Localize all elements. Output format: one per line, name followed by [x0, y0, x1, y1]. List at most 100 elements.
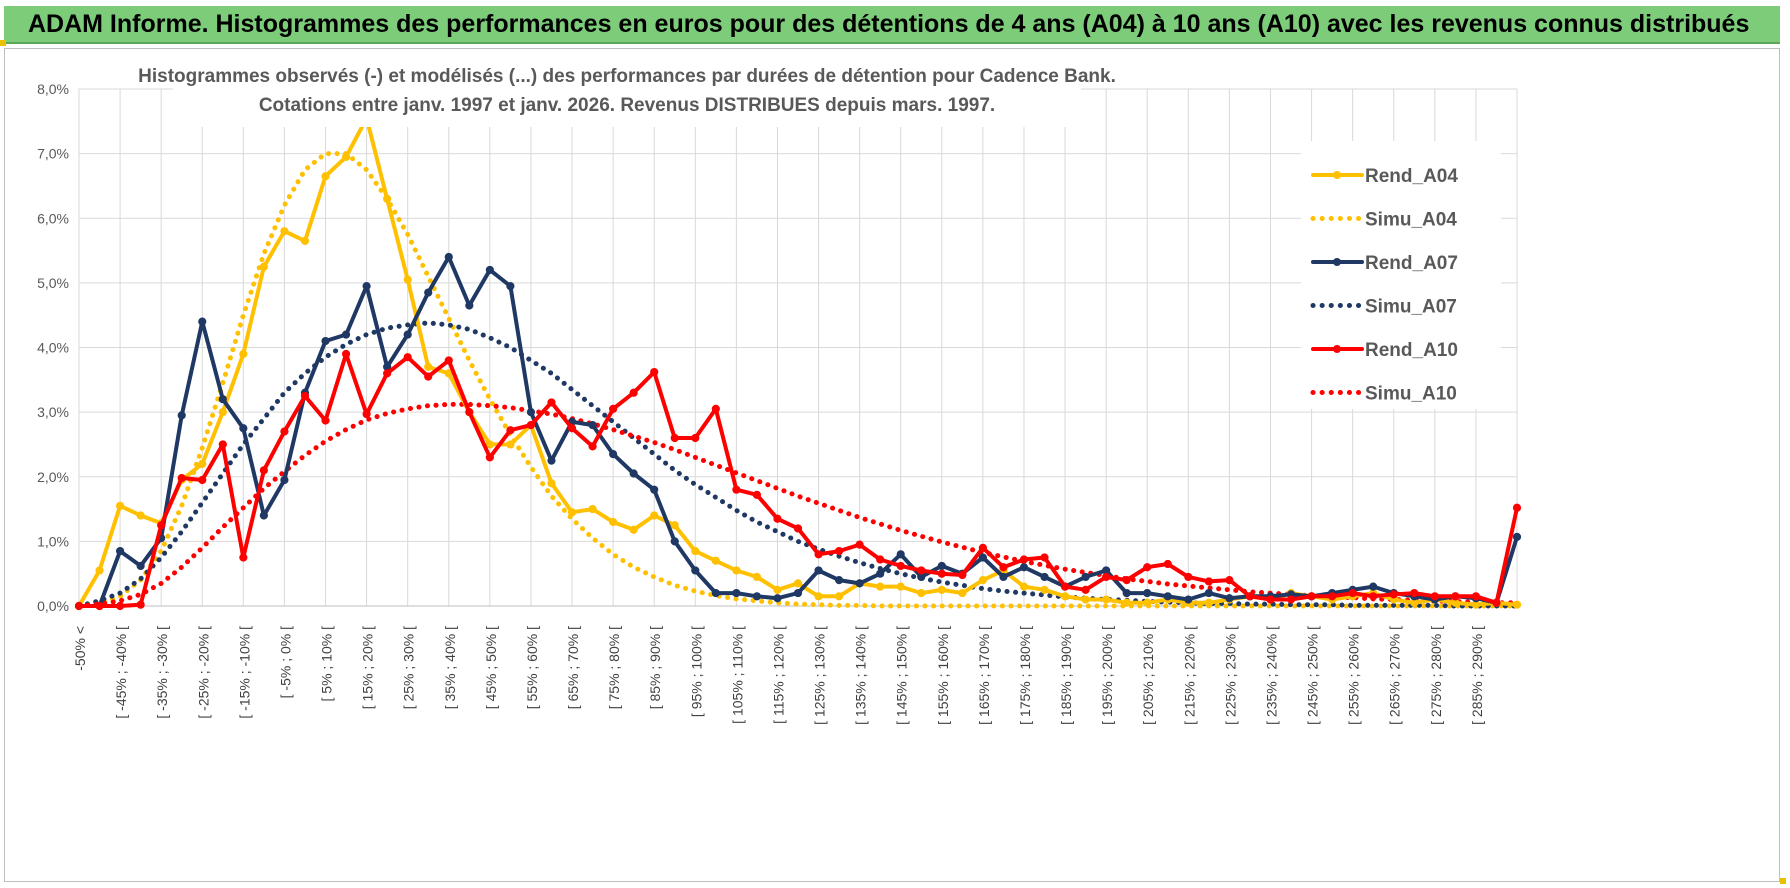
data-point-rend-a10 [1512, 503, 1522, 512]
data-point-rend-a07 [670, 537, 679, 546]
data-point-rend-a04 [629, 525, 638, 534]
data-point-rend-a10 [1019, 555, 1029, 564]
data-point-rend-a10 [1040, 553, 1049, 562]
data-point-rend-a10 [629, 388, 638, 397]
data-point-rend-a10 [588, 442, 597, 451]
x-tick-label: [ 235% ; 240% [ [1263, 626, 1279, 725]
data-point-rend-a10 [1102, 572, 1111, 582]
data-point-rend-a10 [896, 561, 905, 571]
data-point-rend-a10 [855, 540, 864, 549]
data-point-rend-a10 [1245, 592, 1255, 601]
data-point-rend-a04 [670, 521, 679, 530]
data-point-rend-a10 [1163, 559, 1172, 569]
data-point-rend-a07 [650, 485, 659, 494]
legend: Rend_A04 Simu_A04 Rend_A07 Simu_A07 Rend_A10… [1301, 141, 1501, 409]
data-point-rend-a07 [834, 576, 844, 585]
legend-marker [1333, 345, 1341, 353]
data-point-rend-a07 [629, 469, 638, 478]
data-point-rend-a10 [834, 546, 844, 556]
data-point-rend-a10 [999, 563, 1008, 572]
data-point-rend-a10 [218, 440, 227, 449]
data-point-rend-a04 [485, 440, 494, 449]
data-point-rend-a07 [855, 579, 864, 588]
data-point-rend-a10 [1266, 595, 1275, 604]
data-point-rend-a04 [650, 511, 659, 520]
data-point-rend-a07 [1040, 572, 1049, 582]
data-point-rend-a10 [239, 553, 248, 562]
corner-marker [0, 40, 6, 46]
data-point-rend-a07 [896, 550, 905, 559]
data-point-rend-a10 [793, 524, 803, 533]
data-point-rend-a10 [1286, 595, 1296, 604]
data-point-rend-a07 [341, 330, 351, 339]
data-point-rend-a07 [978, 553, 987, 562]
x-tick-label: [ 35% ; 40% [ [442, 626, 458, 709]
data-point-rend-a10 [711, 404, 720, 413]
data-point-rend-a04 [711, 556, 720, 565]
data-point-rend-a07 [506, 282, 515, 291]
legend-marker [1333, 258, 1341, 266]
data-point-rend-a10 [424, 372, 433, 381]
data-point-rend-a07 [136, 561, 145, 571]
x-tick-label: [ -15% ; -10% [ [236, 626, 252, 719]
data-point-rend-a04 [978, 576, 987, 585]
data-point-rend-a04 [1081, 595, 1090, 604]
data-point-rend-a10 [321, 416, 330, 425]
data-point-rend-a07 [752, 592, 762, 601]
axes: 0,0% 1,0% 2,0% 3,0% 4,0% 5,0% 6,0% 7,0% 8,0% -50%… [37, 81, 1517, 725]
data-point-rend-a04 [609, 517, 618, 527]
x-tick-label: [ 145% ; 150% [ [894, 626, 910, 725]
data-point-rend-a10 [814, 550, 823, 559]
chart-title-group: Histogrammes observés (-) et modélisés (… [138, 57, 1116, 127]
x-tick-label: [ 215% ; 220% [ [1181, 626, 1197, 725]
x-tick-label: [ 105% ; 110% [ [729, 626, 745, 724]
data-point-rend-a10 [362, 409, 371, 419]
data-point-rend-a10 [259, 466, 268, 475]
x-tick-label: [ 75% ; 80% [ [606, 626, 622, 709]
data-point-rend-a07 [814, 566, 823, 575]
series-line-simu-a10 [76, 401, 1520, 609]
x-tick-label: [ 85% ; 90% [ [647, 626, 663, 709]
data-point-rend-a04 [1512, 600, 1522, 609]
legend-label: Rend_A04 [1365, 166, 1458, 187]
data-point-rend-a07 [526, 408, 536, 417]
x-tick-label: [ 65% ; 70% [ [565, 626, 581, 709]
data-point-rend-a10 [1492, 598, 1501, 607]
data-point-rend-a04 [300, 236, 310, 245]
performance-histogram-chart: 0,0% 1,0% 2,0% 3,0% 4,0% 5,0% 6,0% 7,0% 8,0% -50%… [37, 57, 1522, 725]
data-point-rend-a10 [1204, 577, 1213, 586]
data-point-rend-a07 [321, 336, 330, 346]
data-point-rend-a07 [793, 588, 803, 598]
data-point-rend-a04 [1204, 598, 1213, 607]
data-point-rend-a04 [198, 459, 207, 468]
x-tick-label: [ 275% ; 280% [ [1428, 626, 1444, 725]
x-tick-label: [ 95% ; 100% [ [688, 626, 704, 717]
data-point-rend-a10 [958, 570, 967, 580]
data-point-rend-a07 [239, 424, 248, 433]
data-point-rend-a04 [136, 511, 145, 520]
data-point-rend-a07 [1512, 532, 1522, 541]
chart-title: Histogrammes observés (-) et modélisés (… [138, 66, 1116, 87]
data-point-rend-a04 [1019, 582, 1029, 591]
data-point-rend-a07 [1204, 588, 1213, 598]
x-tick-label: -50% < [72, 626, 88, 671]
x-tick-label: [ 205% ; 210% [ [1140, 626, 1156, 725]
report-banner: ADAM Informe. Histogrammes des performan… [4, 6, 1780, 44]
data-point-rend-a07 [1081, 572, 1090, 582]
series-group [74, 113, 1522, 611]
data-point-rend-a10 [300, 391, 310, 401]
data-point-rend-a10 [547, 398, 556, 407]
data-point-rend-a07 [424, 288, 433, 297]
data-point-rend-a04 [567, 508, 577, 517]
data-point-rend-a07 [198, 317, 207, 326]
legend-label: Rend_A07 [1365, 253, 1458, 274]
y-tick-label: 8,0% [37, 81, 69, 97]
data-point-rend-a04 [1122, 598, 1131, 607]
data-point-rend-a10 [506, 426, 515, 435]
data-point-rend-a04 [834, 592, 844, 601]
data-point-rend-a10 [1060, 582, 1070, 591]
data-point-rend-a04 [547, 479, 556, 488]
data-point-rend-a10 [670, 433, 679, 443]
x-tick-label: [ 195% ; 200% [ [1099, 626, 1115, 725]
data-point-rend-a07 [588, 420, 597, 430]
